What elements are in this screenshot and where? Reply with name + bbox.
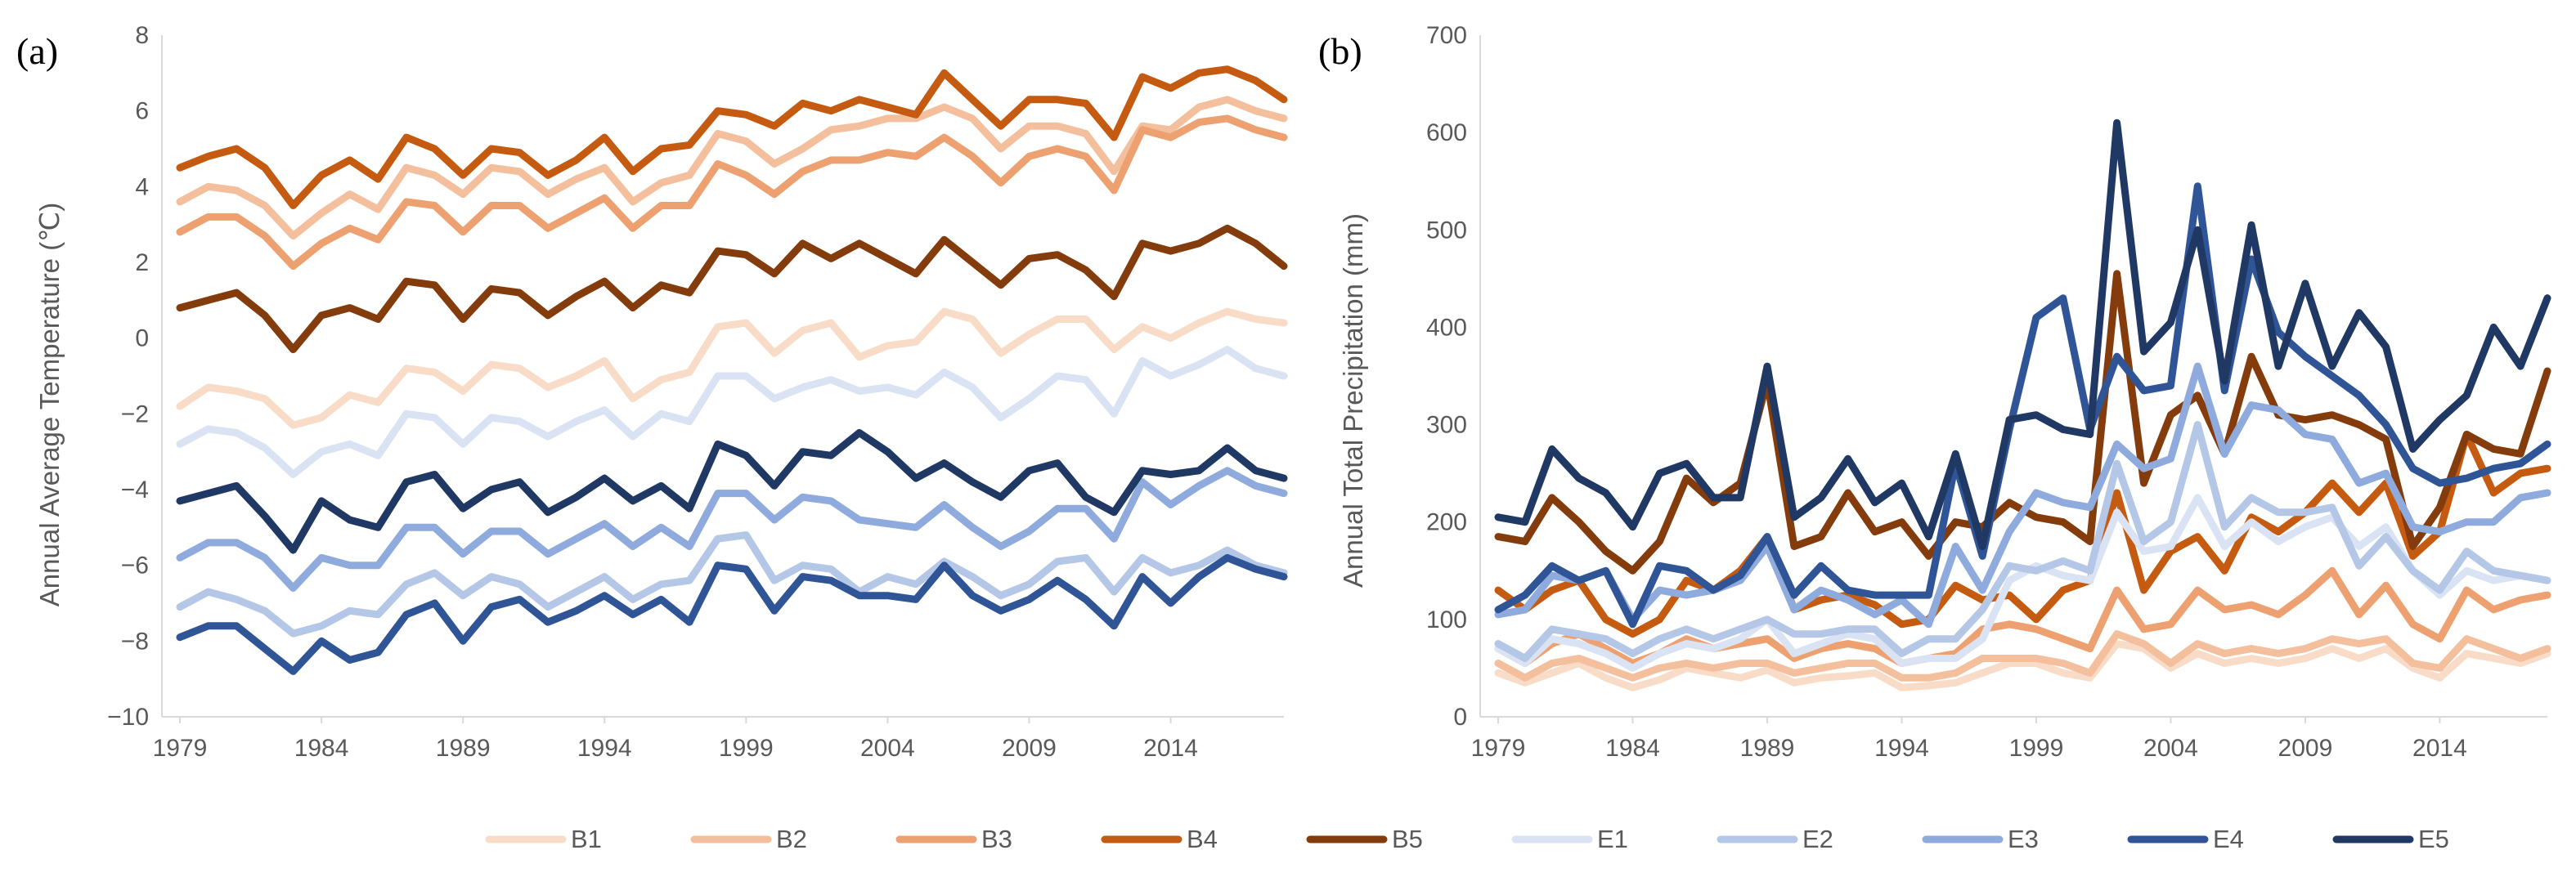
panel-a-series-b4	[176, 65, 1288, 209]
panel-a-y-tick-label: 4	[135, 173, 149, 200]
legend-item-e3: E3	[1922, 825, 2039, 853]
panel-b-series-b1	[1494, 640, 2551, 691]
panel-b-x-tick-label: 2014	[2412, 735, 2467, 762]
legend-label-b5: B5	[1392, 825, 1423, 853]
panel-a-y-tick-label: 6	[135, 98, 149, 125]
legend-item-e5: E5	[2332, 825, 2449, 853]
panel-a-y-tick-label: −4	[121, 477, 149, 503]
panel-b-series-e5	[1494, 119, 2551, 550]
panel-a-series-e1	[176, 346, 1288, 478]
legend-label-b4: B4	[1187, 825, 1218, 853]
panel-a-y-tick-label: 2	[135, 249, 149, 276]
legend-item-e1: E1	[1511, 825, 1628, 853]
panel-a-series-b1	[176, 307, 1288, 429]
panel-a-series-b5	[176, 224, 1288, 354]
legend-label-e1: E1	[1597, 825, 1628, 853]
panel-a-x-tick-label: 2009	[1002, 735, 1057, 762]
panel-a-y-axis-title: Annual Average Temperature (℃)	[34, 203, 65, 606]
panel-b-x-tick-label: 1999	[2009, 735, 2064, 762]
legend-item-b4: B4	[1101, 825, 1218, 853]
panel-b-y-tick-label: 200	[1426, 509, 1467, 536]
panel-a-x-tick-label: 1979	[153, 735, 208, 762]
legend-item-e2: E2	[1717, 825, 1833, 853]
panel-b-x-tick-label: 1989	[1740, 735, 1795, 762]
panel-b-x-tick-label: 1979	[1471, 735, 1526, 762]
legend-item-b1: B1	[485, 825, 602, 853]
panel-a-series-lines	[176, 65, 1288, 675]
panel-a-y-tick-label: −2	[121, 400, 149, 427]
panel-a-y-tick-label: 0	[135, 325, 149, 352]
legend-label-b1: B1	[571, 825, 602, 853]
panel-a-y-tick-label: −8	[121, 628, 149, 655]
panel-a-y-tick-label: 8	[135, 22, 149, 49]
chart-legend: B1 B2 B3 B4 B5 E1 E2 E3 E4 E5	[485, 825, 2449, 853]
panel-b-label: (b)	[1318, 30, 1362, 72]
panel-b-series-b5	[1494, 270, 2551, 575]
panel-b-x-ticks: 1979 1984 1989 1994 1999 2004 2009 2014	[1471, 717, 2467, 762]
panel-a-x-ticks: 1979 1984 1989 1994 1999 2004 2009 2014	[153, 717, 1198, 762]
panel-b-y-tick-label: 100	[1426, 606, 1467, 633]
panel-b-series-e3	[1494, 362, 2551, 629]
panel-a-x-tick-label: 1994	[577, 735, 632, 762]
panel-b-y-tick-label: 700	[1426, 22, 1467, 49]
panel-b-x-tick-label: 1994	[1874, 735, 1929, 762]
panel-b-y-tick-label: 300	[1426, 412, 1467, 439]
legend-label-e5: E5	[2418, 825, 2449, 853]
panel-b-series-e4	[1494, 182, 2551, 629]
legend-label-b2: B2	[776, 825, 807, 853]
legend-item-b3: B3	[895, 825, 1012, 853]
panel-a-x-tick-label: 2014	[1143, 735, 1198, 762]
panel-b-series-e1	[1494, 494, 2551, 672]
panel-b-series-b4	[1494, 431, 2551, 638]
panel-a-series-e3	[176, 467, 1288, 592]
legend-item-b5: B5	[1306, 825, 1423, 853]
panel-b-x-tick-label: 2009	[2278, 735, 2333, 762]
panel-a-x-tick-label: 1984	[294, 735, 349, 762]
panel-a-y-tick-label: −6	[121, 553, 149, 579]
panel-a-series-e2	[176, 531, 1288, 638]
panel-a-series-b3	[176, 114, 1288, 271]
panel-b-y-tick-label: 0	[1453, 704, 1467, 731]
panel-a-series-e4	[176, 553, 1288, 675]
panel-b-precipitation-chart: (b) Annual Total Precipitation (mm) 0 100…	[1318, 22, 2551, 762]
panel-a-series-e5	[176, 429, 1288, 554]
panel-b-series-b2	[1494, 630, 2551, 682]
panel-b-y-tick-label: 400	[1426, 314, 1467, 341]
panel-a-series-b2	[176, 96, 1288, 240]
legend-label-e3: E3	[2008, 825, 2039, 853]
panel-a-temperature-chart: (a) Annual Average Temperature (℃) −10 −8…	[16, 22, 1288, 762]
panel-a-y-tick-label: −10	[107, 704, 149, 731]
panel-b-y-tick-label: 500	[1426, 217, 1467, 244]
panel-a-label: (a)	[16, 30, 58, 72]
legend-label-b3: B3	[981, 825, 1012, 853]
panel-b-y-ticks: 0 100 200 300 400 500 600 700	[1426, 22, 1467, 731]
panel-b-y-tick-label: 600	[1426, 119, 1467, 146]
legend-item-b2: B2	[690, 825, 807, 853]
panel-b-x-tick-label: 2004	[2143, 735, 2198, 762]
panel-a-y-ticks: −10 −8 −6 −4 −2 0 2 4 6 8	[107, 22, 149, 731]
legend-item-e4: E4	[2127, 825, 2244, 853]
panel-b-x-tick-label: 1984	[1605, 735, 1660, 762]
panel-b-series-e2	[1494, 421, 2551, 662]
panel-a-x-tick-label: 2004	[860, 735, 915, 762]
legend-label-e2: E2	[1802, 825, 1833, 853]
panel-a-x-tick-label: 1989	[436, 735, 491, 762]
panel-a-x-tick-label: 1999	[719, 735, 774, 762]
legend-label-e4: E4	[2213, 825, 2244, 853]
panel-b-y-axis-title: Annual Total Precipitation (mm)	[1338, 213, 1368, 588]
panel-b-series-lines	[1494, 119, 2551, 691]
